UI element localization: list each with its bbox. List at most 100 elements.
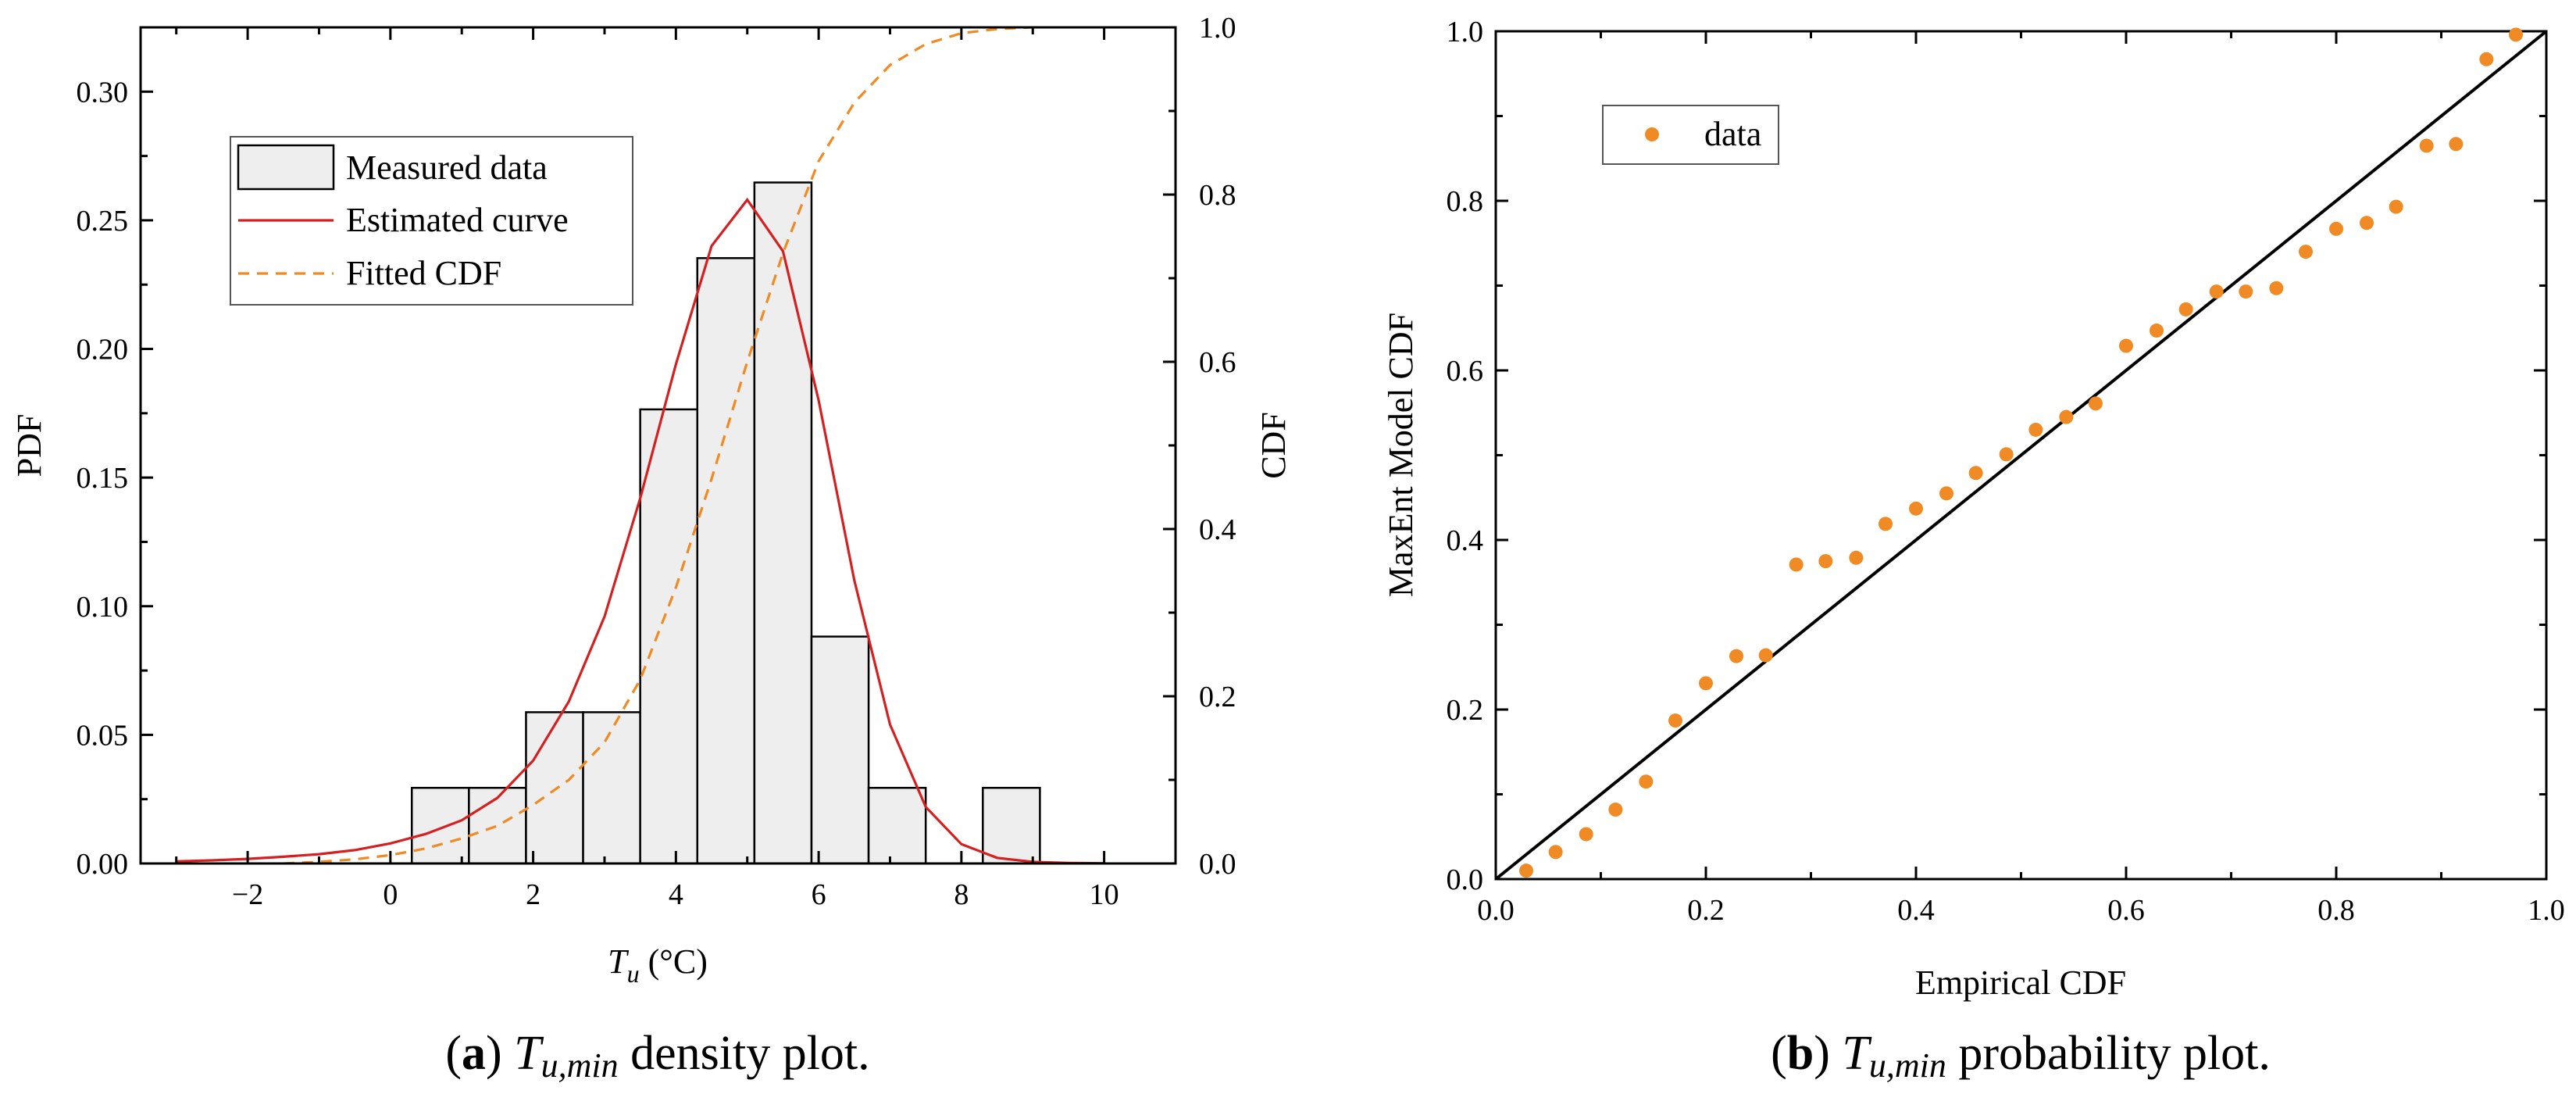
- y-tick-label: 0.05: [77, 719, 129, 752]
- histogram-bar: [525, 711, 584, 865]
- legend: data: [1602, 105, 1779, 165]
- data-point: [2508, 27, 2523, 42]
- histogram-bar: [982, 786, 1041, 865]
- legend-label-estimated-curve: Estimated curve: [346, 201, 569, 239]
- data-point: [1818, 554, 1833, 569]
- histogram-bar: [696, 257, 756, 865]
- x-tick-label: 0.2: [1687, 894, 1725, 927]
- data-point: [1789, 557, 1804, 572]
- x-tick-label: 6: [812, 878, 826, 911]
- data-point: [2298, 245, 2313, 259]
- data-point: [2269, 281, 2284, 295]
- x-axis-title: Tu (°C): [608, 942, 708, 988]
- legend-label-measured-data: Measured data: [346, 148, 548, 187]
- data-point: [1758, 648, 1773, 663]
- legend-swatch-data: [1645, 127, 1659, 141]
- data-point: [2449, 137, 2464, 152]
- y-tick-label: 1.0: [1447, 16, 1484, 48]
- legend-label-data: data: [1704, 115, 1761, 153]
- panel-a-caption: (a) Tu,min density plot.: [445, 1027, 869, 1085]
- legend-label-fitted-cdf: Fitted CDF: [346, 254, 501, 292]
- data-point: [1579, 827, 1593, 842]
- histogram-bar: [810, 635, 870, 865]
- data-point: [2389, 199, 2403, 214]
- data-point: [2059, 409, 2074, 424]
- y-tick-label: 0.10: [77, 591, 129, 624]
- y2-tick-labels: 0.0 0.2 0.4 0.6 0.8 1.0: [1199, 12, 1236, 881]
- y-tick-labels: 0.0 0.2 0.4 0.6 0.8 1.0: [1447, 16, 1484, 896]
- y2-tick-label: 0.0: [1199, 848, 1236, 881]
- x-tick-label: 0.4: [1897, 894, 1935, 927]
- x-tick-label: 1.0: [2528, 894, 2565, 927]
- data-point: [2150, 324, 2164, 338]
- data-point: [2360, 216, 2374, 231]
- data-point: [1608, 803, 1623, 817]
- data-point: [1668, 713, 1682, 728]
- y-tick-label: 0.00: [77, 848, 129, 881]
- data-point: [1909, 501, 1923, 516]
- histogram-bar: [639, 408, 699, 865]
- x-tick-label: 0.6: [2107, 894, 2145, 927]
- y-tick-label: 0.25: [77, 205, 129, 238]
- data-point: [2178, 302, 2193, 316]
- y2-tick-label: 1.0: [1199, 12, 1236, 45]
- estimated-curve-line: [176, 197, 1104, 865]
- y-tick-label: 0.30: [77, 76, 129, 109]
- x-axis-title: Empirical CDF: [1915, 964, 2126, 1002]
- data-point: [2088, 396, 2103, 411]
- fitted-cdf-line: [283, 26, 1033, 865]
- y-tick-label: 0.0: [1447, 863, 1484, 896]
- y-tick-labels: 0.00 0.05 0.10 0.15 0.20 0.25 0.30: [77, 76, 129, 881]
- y2-tick-label: 0.6: [1199, 346, 1236, 379]
- data-point: [1939, 486, 1954, 501]
- data-point: [1968, 466, 1983, 481]
- panel-b-caption: (b) Tu,min probability plot.: [1771, 1027, 2271, 1085]
- y2-tick-label: 0.2: [1199, 681, 1236, 713]
- y2-axis-title: CDF: [1254, 412, 1293, 479]
- histogram-bar: [410, 786, 470, 865]
- data-point: [1878, 517, 1893, 531]
- y2-tick-label: 0.8: [1199, 179, 1236, 212]
- data-point: [1519, 863, 1534, 878]
- data-point: [1729, 649, 1744, 663]
- axis-ticks: [1494, 30, 2548, 881]
- x-tick-label: 8: [954, 878, 969, 911]
- x-tick-label: −2: [232, 878, 263, 911]
- y-tick-label: 0.8: [1447, 185, 1484, 218]
- legend: Measured data Estimated curve Fitted CDF: [230, 136, 633, 306]
- y-tick-label: 0.4: [1447, 524, 1484, 557]
- data-point: [2209, 284, 2224, 299]
- x-tick-labels: 0.0 0.2 0.4 0.6 0.8 1.0: [1477, 894, 2565, 927]
- y-tick-label: 0.20: [77, 334, 129, 366]
- x-tick-label: 0.0: [1477, 894, 1515, 927]
- x-tick-label: 10: [1090, 878, 1119, 911]
- axis-ticks: [141, 26, 1177, 865]
- data-point: [1548, 845, 1563, 860]
- x-tick-labels: −2 0 2 4 6 8 10: [232, 878, 1119, 911]
- y-tick-label: 0.2: [1447, 694, 1484, 727]
- data-point: [1999, 447, 2014, 462]
- data-point: [2239, 284, 2253, 299]
- data-points: [1519, 27, 2523, 878]
- data-point: [2028, 422, 2043, 437]
- x-tick-label: 2: [526, 878, 541, 911]
- data-point: [1699, 676, 1713, 691]
- panel-a-density-plot: −2 0 2 4 6 8 10 0.00 0.05 0.10 0.15 0.20 0.25 0.30 0…: [10, 12, 1293, 1085]
- x-tick-label: 4: [669, 878, 683, 911]
- legend-box: [1602, 105, 1779, 165]
- y-tick-label: 0.15: [77, 462, 129, 495]
- histogram-bar: [867, 786, 927, 865]
- panel-b-probability-plot: 0.0 0.2 0.4 0.6 0.8 1.0 0.0 0.2 0.4 0.6 0.8 1.0 Em…: [1382, 16, 2565, 1085]
- y-tick-label: 0.6: [1447, 355, 1484, 388]
- histogram-bar: [753, 181, 813, 865]
- data-point: [1849, 550, 1864, 565]
- x-tick-label: 0: [383, 878, 398, 911]
- histogram-bar: [582, 711, 641, 865]
- data-point: [1639, 774, 1654, 789]
- legend-swatch-measured-data: [237, 144, 335, 191]
- y2-tick-label: 0.4: [1199, 513, 1236, 546]
- data-point: [2419, 138, 2434, 153]
- y-axis-title: MaxEnt Model CDF: [1382, 313, 1420, 597]
- y-axis-title: PDF: [10, 414, 48, 477]
